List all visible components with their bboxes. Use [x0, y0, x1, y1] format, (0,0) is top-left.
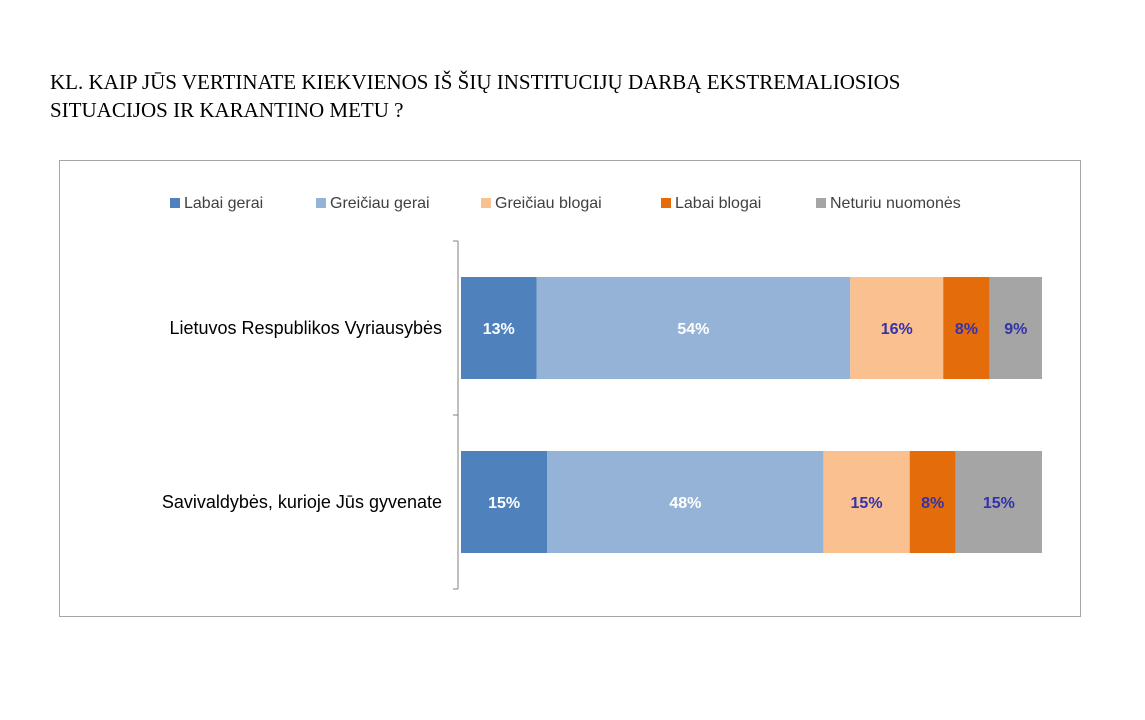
bar-segment-labai-blogai — [909, 451, 956, 553]
legend-swatch-labai-gerai — [170, 198, 180, 208]
data-label-labai-blogai: 8% — [955, 321, 978, 338]
data-label-labai-gerai: 15% — [488, 495, 520, 512]
data-label-greiciau-blogai: 15% — [851, 495, 883, 512]
data-label-neturiu-nuomones: 9% — [1004, 321, 1027, 338]
data-label-labai-gerai: 13% — [483, 321, 515, 338]
data-label-neturiu-nuomones: 15% — [983, 495, 1015, 512]
bar-segment-labai-gerai — [461, 277, 537, 379]
data-label-labai-blogai: 8% — [921, 495, 944, 512]
legend-swatch-greiciau-gerai — [316, 198, 326, 208]
question-line-1: KL. KAIP JŪS VERTINATE KIEKVIENOS IŠ ŠIŲ… — [50, 70, 901, 94]
legend-swatch-labai-blogai — [661, 198, 671, 208]
data-label-greiciau-gerai: 48% — [669, 495, 701, 512]
chart-question-title: KL. KAIP JŪS VERTINATE KIEKVIENOS IŠ ŠIŲ… — [50, 68, 1110, 124]
bar-segment-neturiu-nuomones — [955, 451, 1042, 553]
legend-label-greiciau-gerai: Greičiau gerai — [330, 195, 430, 212]
legend-swatch-neturiu-nuomones — [816, 198, 826, 208]
bar-segment-greiciau-gerai — [547, 451, 824, 553]
bar-segment-greiciau-blogai — [823, 451, 910, 553]
chart-frame: Labai gerai Greičiau gerai Greičiau blogai… — [59, 160, 1081, 617]
legend-swatch-greiciau-blogai — [481, 198, 491, 208]
legend-label-greiciau-blogai: Greičiau blogai — [495, 195, 602, 212]
question-line-2: SITUACIJOS IR KARANTINO METU ? — [50, 98, 404, 122]
data-label-greiciau-gerai: 54% — [677, 321, 709, 338]
legend-label-labai-gerai: Labai gerai — [184, 195, 263, 212]
bar-segment-labai-gerai — [461, 451, 548, 553]
bar-segment-greiciau-blogai — [850, 277, 944, 379]
category-label: Savivaldybės, kurioje Jūs gyvenate — [162, 492, 442, 512]
legend-label-labai-blogai: Labai blogai — [675, 195, 761, 212]
data-label-greiciau-blogai: 16% — [881, 321, 913, 338]
legend-label-neturiu-nuomones: Neturiu nuomonės — [830, 195, 961, 212]
category-label: Lietuvos Respublikos Vyriausybės — [170, 318, 442, 338]
bar-segment-greiciau-gerai — [536, 277, 851, 379]
stacked-bar-chart: Labai gerai Greičiau gerai Greičiau blogai… — [162, 195, 1042, 590]
bar-segment-neturiu-nuomones — [989, 277, 1042, 379]
bar-segment-labai-blogai — [943, 277, 990, 379]
